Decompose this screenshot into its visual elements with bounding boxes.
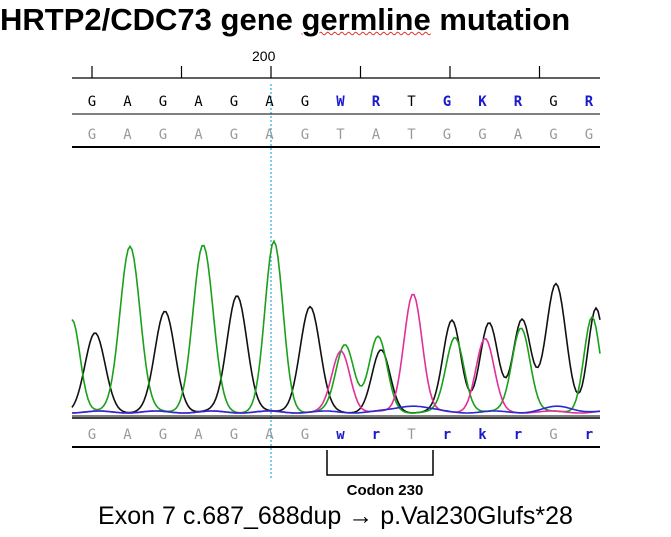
- base-call: G: [443, 94, 451, 110]
- base-call: W: [336, 94, 345, 110]
- base-call: A: [123, 427, 132, 443]
- base-call: G: [549, 127, 557, 143]
- base-call: G: [88, 94, 96, 110]
- base-call: A: [194, 427, 203, 443]
- base-call: G: [159, 94, 167, 110]
- base-call: G: [88, 127, 96, 143]
- base-call: A: [123, 127, 132, 143]
- figure-title: HRTP2/CDC73 gene germline mutation: [0, 2, 671, 38]
- base-call: A: [194, 127, 203, 143]
- base-call: r: [514, 427, 522, 443]
- mutation-description: Exon 7 c.687_688dup → p.Val230Glufs*28: [98, 502, 573, 530]
- base-call: w: [336, 427, 345, 443]
- base-call: T: [407, 427, 416, 443]
- base-call: A: [265, 427, 274, 443]
- blue-trace: [71, 405, 601, 414]
- base-call: T: [336, 127, 345, 143]
- base-call: A: [194, 94, 203, 110]
- title-suffix: mutation: [439, 2, 571, 37]
- position-tick-label: 200: [252, 48, 276, 64]
- green-trace: [71, 239, 601, 414]
- base-call: A: [514, 127, 523, 143]
- scale-ruler: [72, 66, 600, 79]
- codon-label: Codon 230: [346, 482, 424, 499]
- codon-bracket: [326, 450, 434, 476]
- base-call: A: [372, 127, 381, 143]
- base-call: T: [407, 127, 416, 143]
- base-call: G: [159, 127, 167, 143]
- base-call: G: [301, 127, 309, 143]
- base-call: G: [301, 94, 309, 110]
- base-call: r: [372, 427, 380, 443]
- base-call: G: [159, 427, 167, 443]
- base-call: G: [230, 427, 238, 443]
- base-call: A: [265, 94, 274, 110]
- base-call: K: [478, 94, 487, 110]
- title-emphasis: germline: [301, 2, 431, 37]
- base-call: G: [585, 127, 593, 143]
- base-call: G: [478, 127, 486, 143]
- base-call: R: [514, 94, 523, 110]
- title-gene: gene: [220, 2, 293, 37]
- base-call: G: [549, 427, 557, 443]
- base-call: G: [549, 94, 557, 110]
- base-call: R: [585, 94, 594, 110]
- base-call: T: [407, 94, 416, 110]
- trace-panel: [71, 239, 601, 414]
- base-call: A: [265, 127, 274, 143]
- base-call: G: [301, 427, 309, 443]
- title-prefix: HRTP2/CDC73: [0, 2, 212, 37]
- base-call: r: [443, 427, 451, 443]
- base-call: G: [88, 427, 96, 443]
- base-call: G: [230, 127, 238, 143]
- base-call: R: [372, 94, 381, 110]
- base-call: G: [230, 94, 238, 110]
- base-call: G: [443, 127, 451, 143]
- base-call: A: [123, 94, 132, 110]
- base-call: k: [478, 427, 487, 443]
- base-call: r: [585, 427, 593, 443]
